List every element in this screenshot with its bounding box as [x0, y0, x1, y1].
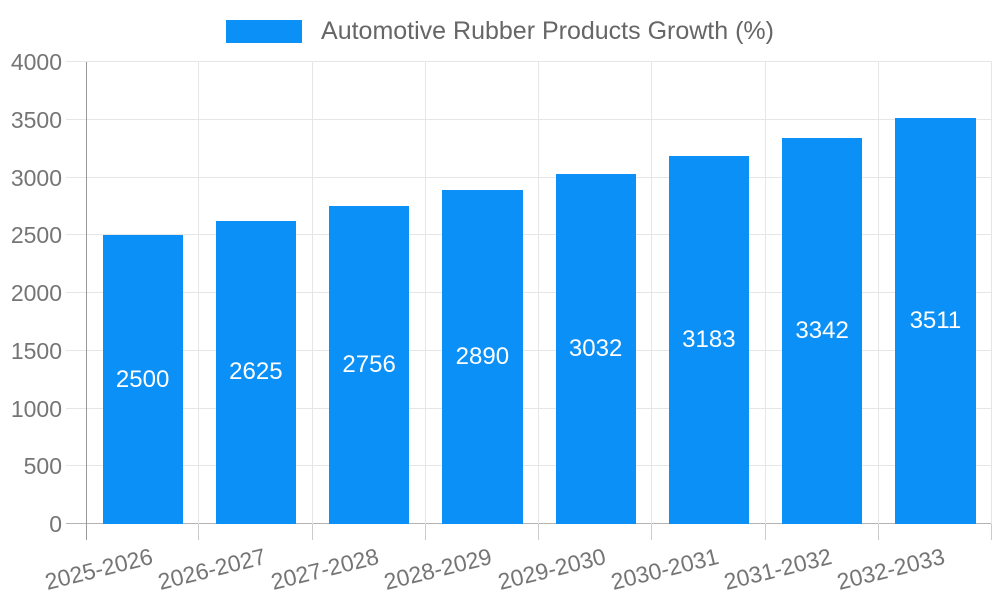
- legend-swatch-icon: [226, 20, 303, 43]
- bar[interactable]: [668, 156, 749, 524]
- y-axis-tick-label: 1500: [10, 337, 62, 364]
- x-gridline: [538, 62, 539, 524]
- bar-value-label: 3342: [795, 316, 849, 344]
- x-axis-category-label-text: 2030-2031: [608, 543, 722, 595]
- plot-area: 0 500 1000 1500 2000 2500 3000 3500 4000 2500 2025…: [11, 50, 992, 595]
- x-gridline: [311, 62, 313, 524]
- bar[interactable]: [329, 205, 410, 524]
- x-axis-tick: [198, 524, 200, 540]
- y-axis-tick-label: 4000: [10, 49, 62, 75]
- legend-label: Automotive Rubber Products Growth (%): [321, 17, 774, 45]
- x-gridline: [877, 62, 879, 524]
- x-gridline: [764, 62, 766, 524]
- x-axis-tick: [538, 524, 539, 540]
- x-axis-tick: [424, 524, 426, 540]
- y-axis-tick-label: 1000: [10, 395, 62, 422]
- x-gridline: [651, 62, 653, 524]
- bar-value-label: 2890: [455, 343, 510, 371]
- x-axis-category-label-text: 2031-2032: [721, 543, 835, 595]
- bar-value-label: 2756: [342, 350, 396, 378]
- x-axis-tick: [877, 524, 879, 540]
- y-gridline: [66, 61, 992, 62]
- x-axis-tick: [991, 524, 992, 540]
- y-axis-tick-label: 0: [49, 511, 62, 537]
- bar-value-label: 2625: [229, 358, 283, 386]
- y-axis-tick-label: 2500: [10, 222, 62, 249]
- x-axis-category-label-text: 2029-2030: [494, 543, 608, 595]
- x-axis-tick: [764, 524, 766, 540]
- y-gridline: [66, 118, 992, 120]
- bar-value-label: 2500: [115, 365, 170, 393]
- bar[interactable]: [782, 137, 863, 524]
- x-gridline: [991, 62, 992, 524]
- chart-legend[interactable]: Automotive Rubber Products Growth (%): [0, 17, 1000, 46]
- x-axis-category-label-text: 2026-2027: [155, 543, 269, 595]
- y-axis-tick-label: 2000: [10, 280, 62, 306]
- x-gridline: [198, 62, 200, 524]
- x-axis-category-label-text: 2032-2033: [834, 543, 948, 595]
- bar[interactable]: [442, 190, 523, 524]
- y-axis-tick-label: 3000: [10, 164, 62, 191]
- bar-value-label: 3511: [909, 307, 962, 335]
- bar-value-label: 3032: [568, 334, 623, 362]
- x-axis-tick: [651, 524, 653, 540]
- bar[interactable]: [215, 220, 296, 524]
- bar[interactable]: [555, 173, 636, 524]
- x-axis-tick: [311, 524, 313, 540]
- bar[interactable]: [895, 118, 976, 524]
- y-axis-tick-label: 500: [23, 453, 62, 480]
- bar[interactable]: [102, 235, 183, 524]
- x-gridline: [424, 62, 426, 524]
- y-axis-line: [86, 62, 87, 540]
- x-axis-category-label-text: 2027-2028: [268, 543, 382, 595]
- x-axis-category-label-text: 2028-2029: [381, 543, 495, 595]
- y-axis-tick-label: 3500: [10, 106, 62, 133]
- x-axis-category-label-text: 2025-2026: [41, 543, 155, 595]
- bar-value-label: 3183: [682, 326, 736, 354]
